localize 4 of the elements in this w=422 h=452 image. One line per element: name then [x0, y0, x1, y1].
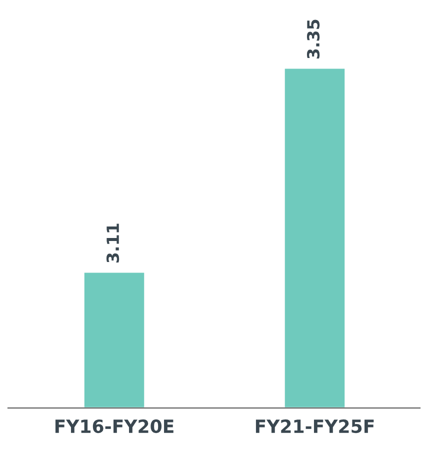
data-label: 3.35: [306, 20, 320, 59]
x-tick-label: FY16-FY20E: [55, 419, 174, 434]
data-label: 3.11: [106, 224, 120, 263]
x-tick-label: FY21-FY25F: [256, 419, 374, 434]
